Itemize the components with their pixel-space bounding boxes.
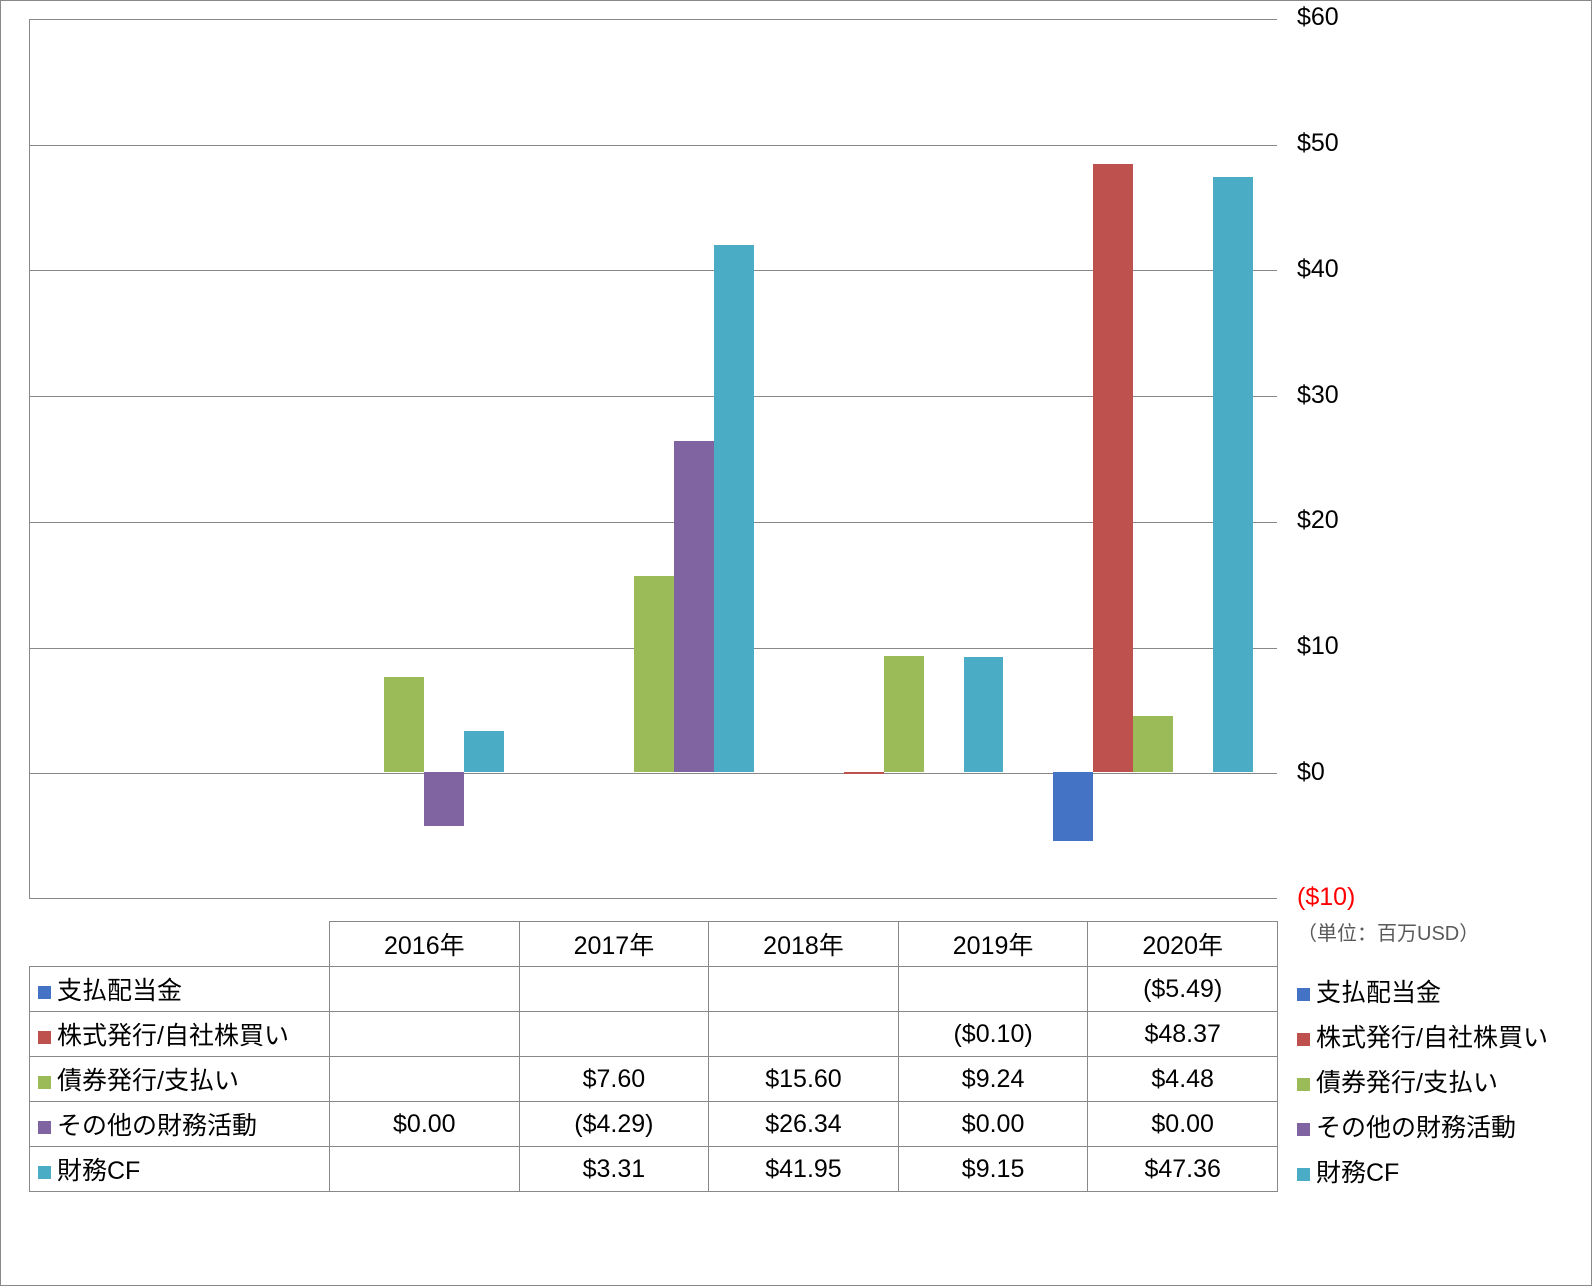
bar-other_fin-2018年	[674, 441, 714, 772]
table-cell: $3.31	[519, 1147, 709, 1192]
table-cell: $47.36	[1088, 1147, 1278, 1192]
bar-debt-2020年	[1133, 716, 1173, 772]
bar-fin_cf-2020年	[1213, 177, 1253, 772]
y-tick-label: $20	[1297, 506, 1339, 535]
legend-swatch	[1297, 988, 1310, 1001]
bar-debt-2018年	[634, 576, 674, 772]
table-cell	[519, 967, 709, 1012]
table-cell: $9.15	[898, 1147, 1088, 1192]
chart-container: $60 $50 $40 $30 $20 $10 $0 ($10) （単位：百万USD） 2016…	[0, 0, 1592, 1286]
gridline	[30, 145, 1277, 146]
legend-swatch	[1297, 1168, 1310, 1181]
table-row-header: その他の財務活動	[30, 1102, 330, 1147]
table-cell	[330, 1057, 520, 1102]
side-legend-item: 株式発行/自社株買い	[1297, 1016, 1548, 1061]
y-tick-label: $50	[1297, 129, 1339, 158]
y-tick-label: $30	[1297, 381, 1339, 410]
gridline	[30, 270, 1277, 271]
bar-other_fin-2017年	[424, 772, 464, 826]
y-tick-label: $10	[1297, 632, 1339, 661]
bar-debt-2019年	[884, 656, 924, 772]
table-cell	[709, 1012, 899, 1057]
gridline	[30, 522, 1277, 523]
table-body: 支払配当金($5.49)株式発行/自社株買い($0.10)$48.37債券発行/…	[30, 967, 1278, 1192]
side-legend-label: 債券発行/支払い	[1316, 1069, 1498, 1097]
table-header-row: 2016年2017年2018年2019年2020年	[30, 922, 1278, 967]
gridline	[30, 19, 1277, 20]
bar-dividends-2020年	[1053, 772, 1093, 841]
data-table: 2016年2017年2018年2019年2020年 支払配当金($5.49)株式…	[29, 921, 1278, 1192]
bar-fin_cf-2019年	[964, 657, 1004, 772]
y-tick-label: $0	[1297, 758, 1325, 787]
bar-debt-2017年	[384, 677, 424, 773]
table-cell: $4.48	[1088, 1057, 1278, 1102]
table-row-header: 債券発行/支払い	[30, 1057, 330, 1102]
legend-swatch	[38, 1121, 51, 1134]
table-cell: $9.24	[898, 1057, 1088, 1102]
legend-swatch	[1297, 1078, 1310, 1091]
side-legend-item: 財務CF	[1297, 1151, 1548, 1196]
table-col-header: 2020年	[1088, 922, 1278, 967]
table-cell: $0.00	[1088, 1102, 1278, 1147]
table-row-header: 株式発行/自社株買い	[30, 1012, 330, 1057]
table-cell: $0.00	[898, 1102, 1088, 1147]
y-tick-label-min: ($10)	[1297, 883, 1355, 912]
table-col-header: 2019年	[898, 922, 1088, 967]
legend-swatch	[38, 1031, 51, 1044]
legend-swatch	[1297, 1123, 1310, 1136]
bar-fin_cf-2017年	[464, 731, 504, 773]
side-legend-label: 株式発行/自社株買い	[1316, 1024, 1548, 1052]
side-legend-item: その他の財務活動	[1297, 1106, 1548, 1151]
bar-equity-2020年	[1093, 164, 1133, 772]
table-col-header: 2017年	[519, 922, 709, 967]
table-cell: $26.34	[709, 1102, 899, 1147]
table-row-header: 支払配当金	[30, 967, 330, 1012]
table-cell	[330, 967, 520, 1012]
table-col-header: 2016年	[330, 922, 520, 967]
table-cell	[898, 967, 1088, 1012]
table-cell: $7.60	[519, 1057, 709, 1102]
table-row: 支払配当金 ($5.49)	[30, 967, 1278, 1012]
table-row-header: 財務CF	[30, 1147, 330, 1192]
series-label: 株式発行/自社株買い	[57, 1022, 289, 1050]
bar-equity-2019年	[844, 772, 884, 773]
series-label: 支払配当金	[57, 977, 182, 1005]
bar-fin_cf-2018年	[714, 245, 754, 772]
series-label: その他の財務活動	[57, 1112, 257, 1140]
table-cell: $41.95	[709, 1147, 899, 1192]
table-cell: ($4.29)	[519, 1102, 709, 1147]
table-cell	[519, 1012, 709, 1057]
table-cell: $0.00	[330, 1102, 520, 1147]
series-label: 債券発行/支払い	[57, 1067, 239, 1095]
side-legend-label: その他の財務活動	[1316, 1114, 1516, 1142]
table-cell: ($5.49)	[1088, 967, 1278, 1012]
table-cell	[709, 967, 899, 1012]
legend-swatch	[1297, 1033, 1310, 1046]
table-cell: $15.60	[709, 1057, 899, 1102]
table-cell: ($0.10)	[898, 1012, 1088, 1057]
y-tick-label: $60	[1297, 3, 1339, 32]
table-row: その他の財務活動$0.00($4.29)$26.34$0.00$0.00	[30, 1102, 1278, 1147]
legend-swatch	[38, 986, 51, 999]
y-tick-label: $40	[1297, 255, 1339, 284]
gridline	[30, 396, 1277, 397]
side-legend-label: 支払配当金	[1316, 979, 1441, 1007]
table-cell: $48.37	[1088, 1012, 1278, 1057]
table-col-header: 2018年	[709, 922, 899, 967]
table-corner-blank	[30, 922, 330, 967]
unit-label: （単位：百万USD）	[1297, 917, 1479, 946]
table-row: 株式発行/自社株買い ($0.10)$48.37	[30, 1012, 1278, 1057]
side-legend-item: 債券発行/支払い	[1297, 1061, 1548, 1106]
table-row: 財務CF $3.31$41.95$9.15$47.36	[30, 1147, 1278, 1192]
legend-swatch	[38, 1076, 51, 1089]
plot-area	[29, 19, 1277, 899]
table-row: 債券発行/支払い $7.60$15.60$9.24$4.48	[30, 1057, 1278, 1102]
table-cell	[330, 1012, 520, 1057]
side-legend: 支払配当金株式発行/自社株買い債券発行/支払いその他の財務活動財務CF	[1297, 971, 1548, 1196]
legend-swatch	[38, 1166, 51, 1179]
series-label: 財務CF	[57, 1157, 140, 1185]
side-legend-label: 財務CF	[1316, 1159, 1399, 1187]
side-legend-item: 支払配当金	[1297, 971, 1548, 1016]
table-cell	[330, 1147, 520, 1192]
